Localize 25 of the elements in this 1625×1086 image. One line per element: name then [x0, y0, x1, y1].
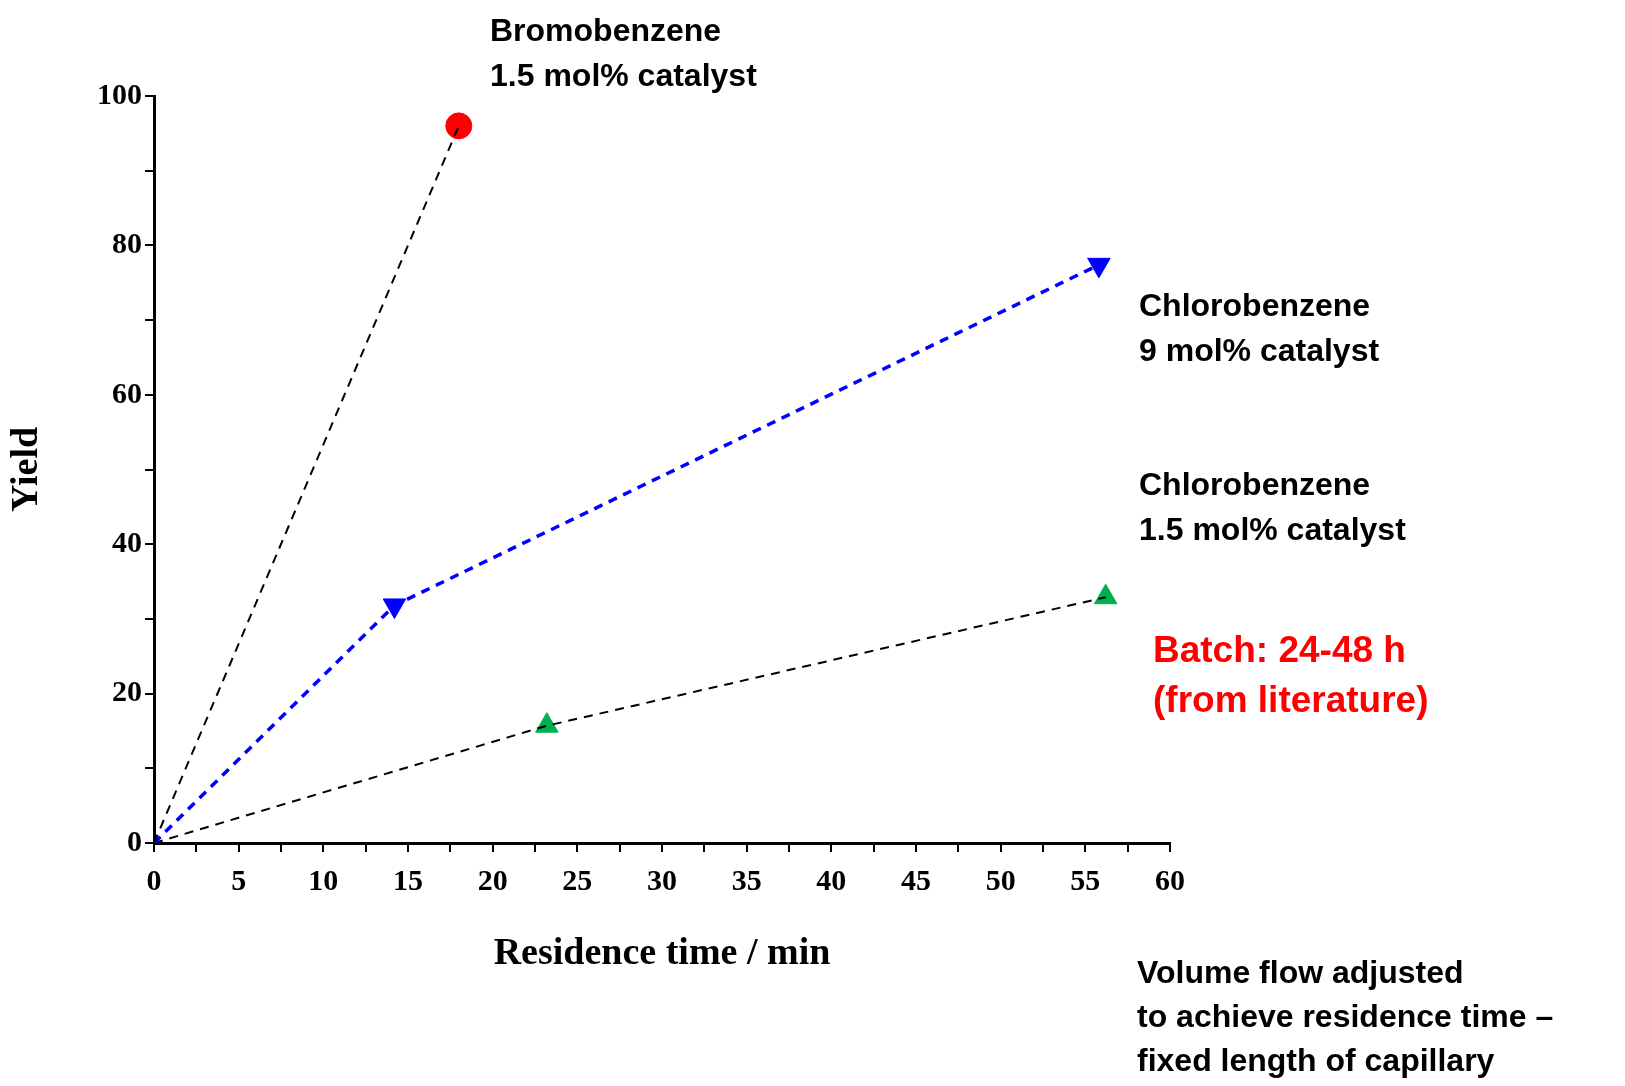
- y-tick-label: 20: [112, 674, 142, 708]
- x-axis-title: Residence time / min: [493, 930, 831, 973]
- x-tick-label: 10: [308, 862, 339, 896]
- annotation: Batch: 24-48 h (from literature): [1153, 628, 1429, 722]
- x-tick-label: 15: [393, 862, 423, 896]
- x-tick-label: 35: [731, 862, 762, 896]
- x-tick-label: 50: [985, 862, 1016, 896]
- y-axis-title: Yield: [2, 426, 45, 513]
- x-tick-label: 20: [477, 862, 508, 896]
- y-tick-label: 80: [112, 226, 142, 260]
- x-tick-label: 55: [1070, 862, 1101, 896]
- x-tick-label: 25: [562, 862, 593, 896]
- y-tick-label: 100: [97, 76, 142, 110]
- series-label: Chlorobenzene 9 mol% catalyst: [1139, 286, 1380, 370]
- y-tick-label: 0: [127, 823, 142, 857]
- x-tick-label: 45: [901, 862, 931, 896]
- x-tick-label: 30: [647, 862, 677, 896]
- text: Volume flow adjusted to achieve residence time – fixed length of capillary: [1137, 953, 1554, 1080]
- y-tick-label: 40: [112, 524, 142, 558]
- x-tick-label: 5: [231, 862, 247, 896]
- x-tick-label: 40: [816, 862, 847, 896]
- x-tick-label: 60: [1155, 862, 1185, 896]
- y-tick-label: 60: [112, 375, 142, 409]
- series-label: Chlorobenzene 1.5 mol% catalyst: [1139, 465, 1406, 549]
- series-label: Bromobenzene 1.5 mol% catalyst: [490, 11, 757, 95]
